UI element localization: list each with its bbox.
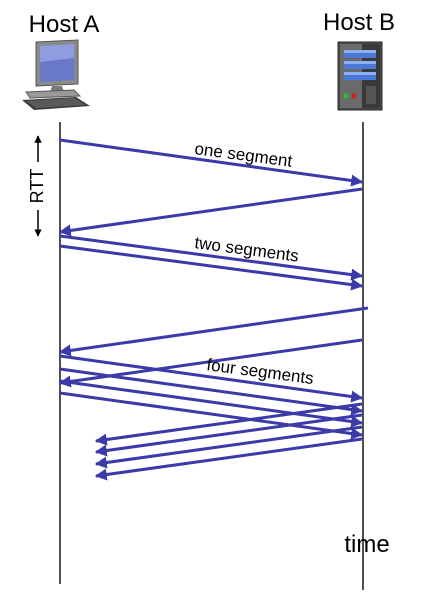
- rtt-indicator: RTT: [27, 135, 47, 237]
- segment-arrow-round3-1: [59, 354, 364, 403]
- desktop-computer-icon: [22, 39, 90, 110]
- segment-arrow-round3-3: [59, 379, 364, 428]
- segment-arrow-round3-4: [59, 391, 364, 440]
- host-b-label: Host B: [323, 9, 395, 36]
- ack-arrow-round3-1: [94, 402, 363, 446]
- segment-arrow-round1: [59, 138, 364, 187]
- segment-arrow-round2-1: [59, 234, 364, 281]
- segment-arrow-round3-2: [59, 367, 364, 416]
- host-a-label: Host A: [29, 11, 100, 38]
- server-tower-icon: [337, 41, 383, 111]
- ack-arrow-round3-2: [94, 413, 363, 457]
- time-label: time: [344, 531, 389, 558]
- ack-arrow-round2-1: [58, 306, 369, 357]
- ack-arrow-round1: [58, 187, 363, 237]
- ack-arrow-round3-4: [94, 437, 363, 481]
- segment-arrow-round2-2: [59, 244, 364, 291]
- rtt-label: RTT: [27, 169, 47, 204]
- ack-arrow-round3-3: [94, 425, 363, 469]
